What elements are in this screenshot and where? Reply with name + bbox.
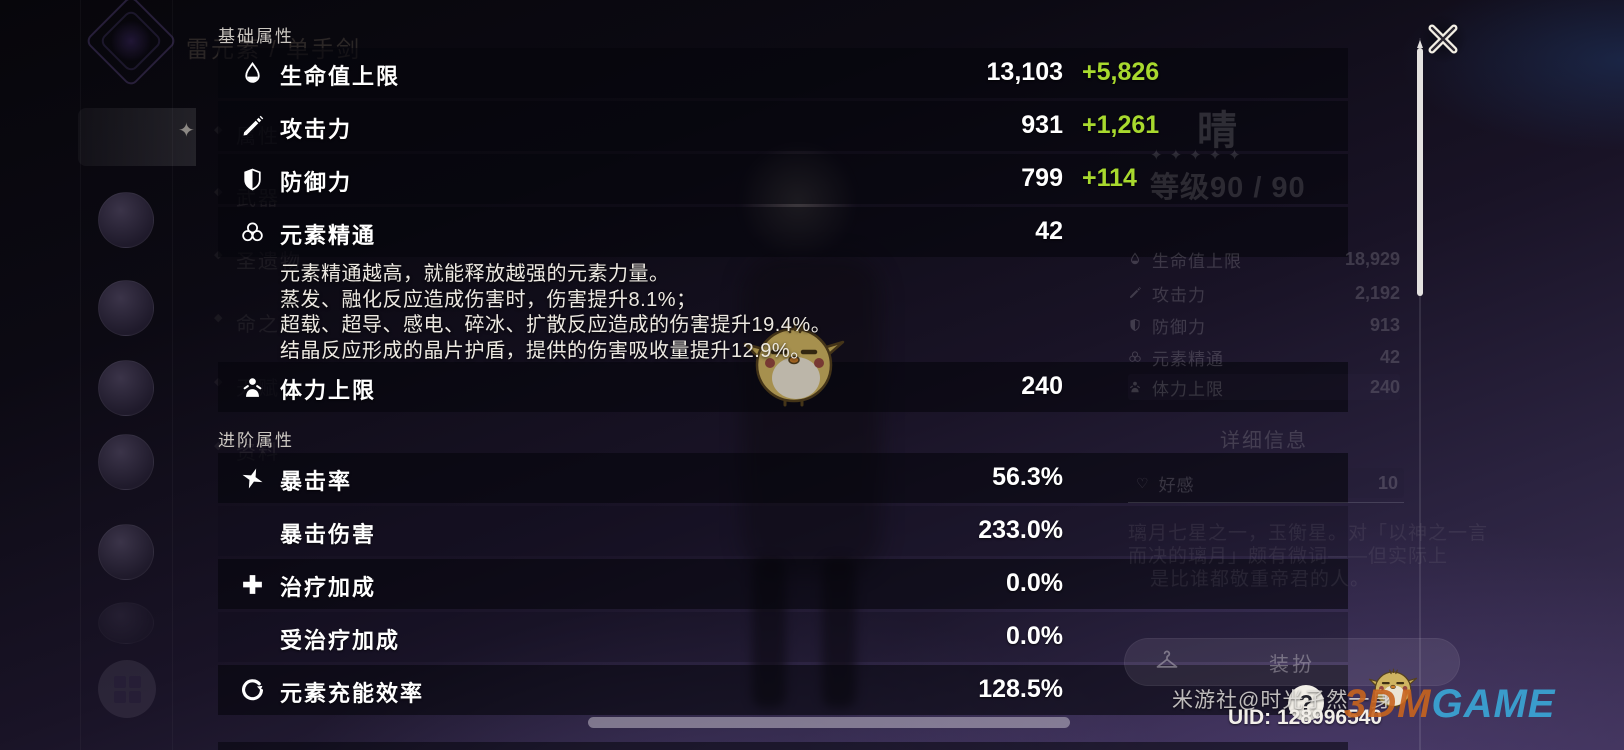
hp-icon <box>240 61 265 86</box>
sidebar-character-avatar[interactable] <box>98 360 154 416</box>
divider <box>1128 502 1404 503</box>
uid-label: UID: 128996540 <box>1228 706 1383 729</box>
party-grid-button[interactable] <box>98 660 156 718</box>
hanger-icon <box>1154 649 1180 675</box>
stat-row-incoming-healing: 受治疗加成 0.0% <box>218 612 1348 662</box>
stat-label: 元素精通 <box>280 223 377 248</box>
character-silhouette-body <box>742 255 882 575</box>
vertical-scrollbar-thumb[interactable] <box>1417 40 1423 296</box>
stat-label: 治疗加成 <box>280 575 377 600</box>
electro-emblem-icon <box>84 0 178 88</box>
sidebar-character-avatar[interactable] <box>98 434 154 490</box>
stat-bonus: +1,261 <box>1082 111 1160 139</box>
stat-value: 240 <box>1021 372 1063 400</box>
character-name-fragment: 晴 <box>1197 109 1237 153</box>
stat-row-hp: 生命值上限 13,103 +5,826 <box>218 48 1348 98</box>
stamina-icon <box>240 375 265 400</box>
nav-item-constellation[interactable]: 命之座 <box>214 308 302 337</box>
sidebar-character-avatar[interactable] <box>98 280 154 336</box>
lore-line: 是比谁都敬重帝君的人。 <box>1150 569 1371 590</box>
stat-label: 元素充能效率 <box>280 681 425 706</box>
stat-row-crit-dmg: 暴击伤害 233.0% <box>218 506 1348 556</box>
em-icon <box>240 220 265 245</box>
help-button[interactable]: ? <box>1288 685 1324 721</box>
grid-icon <box>113 675 141 703</box>
section-header-advanced: 进阶属性 <box>218 431 294 450</box>
stat-row-em: 元素精通 42 <box>218 207 1348 257</box>
close-icon <box>1428 24 1458 54</box>
close-button[interactable] <box>1418 14 1468 64</box>
sparkle-icon: ✦ <box>178 120 195 142</box>
faint-stat-row: 生命值上限 18,929 <box>1128 246 1400 272</box>
stat-value: 0.0% <box>1006 569 1063 597</box>
healing-icon <box>240 572 265 597</box>
stat-label: 暴击率 <box>280 469 353 494</box>
friendship-row: ♡ 好感 10 <box>1128 468 1404 498</box>
rarity-stars: ✦✦✦✦✦ <box>1150 147 1248 164</box>
sidebar-selected-character[interactable] <box>78 108 196 166</box>
faint-stat-row: 元素精通 42 <box>1128 344 1400 370</box>
stat-value: 128.5% <box>978 675 1063 703</box>
stat-label: 攻击力 <box>280 117 353 142</box>
stat-label: 防御力 <box>280 170 353 195</box>
section-header-basic: 基础属性 <box>218 27 294 46</box>
stat-label: 体力上限 <box>280 378 377 403</box>
lore-line: 而决的璃月」颇有微词——但实际上 <box>1128 546 1449 567</box>
stat-row-atk: 攻击力 931 +1,261 <box>218 101 1348 151</box>
stat-bonus: +114 <box>1082 164 1137 192</box>
3dmgame-logo: 3DMGAME <box>1344 682 1556 726</box>
details-button[interactable]: 详细信息 <box>1220 430 1308 452</box>
stat-value: 931 <box>1021 111 1063 139</box>
crit-rate-icon <box>240 466 265 491</box>
sidebar-character-avatar[interactable] <box>98 192 154 248</box>
horizontal-scrollbar-thumb[interactable] <box>588 717 1070 728</box>
stat-row-crit-rate: 暴击率 56.3% <box>218 453 1348 503</box>
stat-row-energy-recharge: 元素充能效率 128.5% <box>218 665 1348 715</box>
stat-label: 暴击伤害 <box>280 522 377 547</box>
stat-value: 13,103 <box>986 58 1063 86</box>
stat-value: 233.0% <box>978 516 1063 544</box>
stat-row-def: 防御力 799 +114 <box>218 154 1348 204</box>
stat-label: 生命值上限 <box>280 64 401 89</box>
faint-stat-row: 防御力 913 <box>1128 312 1400 338</box>
em-description: 元素精通越高，就能释放越强的元素力量。 蒸发、融化反应造成伤害时，伤害提升8.1… <box>280 263 832 362</box>
stat-value: 0.0% <box>1006 622 1063 650</box>
faint-stat-row: 体力上限 240 <box>1128 374 1400 400</box>
stat-value: 42 <box>1035 217 1063 245</box>
stat-value: 799 <box>1021 164 1063 192</box>
stat-bonus: +5,826 <box>1082 58 1160 86</box>
stat-value: 56.3% <box>992 463 1063 491</box>
faint-stat-row: 攻击力 2,192 <box>1128 280 1400 306</box>
sidebar-character-avatar[interactable] <box>98 602 154 644</box>
sidebar-character-avatar[interactable] <box>98 524 154 580</box>
energy-recharge-icon <box>240 678 265 703</box>
stamina-icon <box>1128 380 1142 394</box>
watermark-text: 米游社@时光孑然一身 <box>1172 689 1393 712</box>
stat-label: 受治疗加成 <box>280 628 401 653</box>
def-icon <box>240 167 265 192</box>
atk-icon <box>240 114 265 139</box>
vertical-scrollbar-track[interactable] <box>1419 38 1421 750</box>
lore-line: 璃月七星之一，玉衡星。对「以神之一言 <box>1128 523 1489 544</box>
character-level: 等级90 / 90 <box>1150 172 1306 204</box>
friendship-icon: ♡ <box>1136 474 1149 491</box>
stat-row-healing-bonus: 治疗加成 0.0% <box>218 559 1348 609</box>
stat-row-partial <box>218 742 1348 750</box>
